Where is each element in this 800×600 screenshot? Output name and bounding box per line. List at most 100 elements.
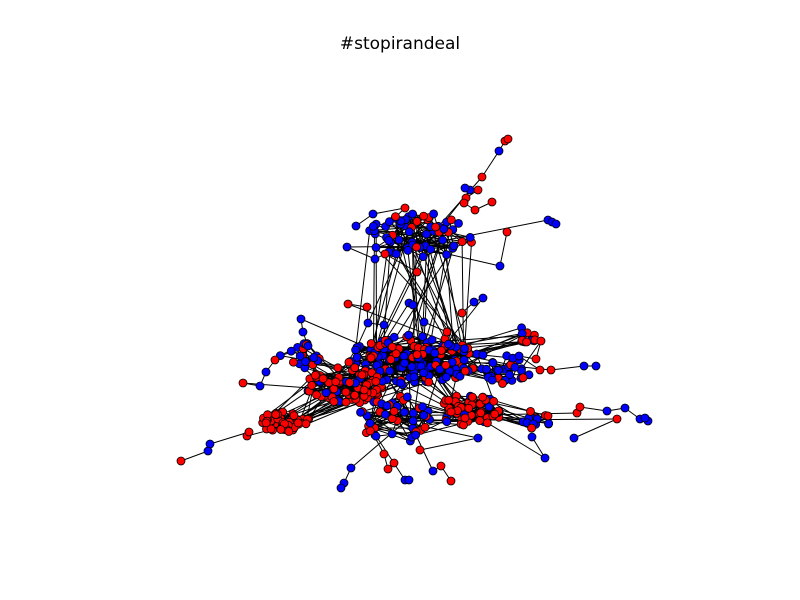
graph-edge	[379, 334, 535, 346]
graph-node-red	[387, 414, 397, 424]
graph-node-red	[270, 355, 280, 365]
graph-node-blue	[411, 430, 421, 440]
graph-node-blue	[484, 402, 494, 412]
graph-node-red	[522, 337, 531, 347]
graph-edge	[455, 332, 528, 370]
graph-node-red	[176, 456, 186, 466]
graph-node-blue	[309, 353, 319, 363]
graph-node-blue	[460, 344, 470, 354]
graph-edge	[579, 406, 608, 412]
graph-node-blue	[303, 341, 313, 351]
graph-node-blue	[527, 432, 537, 442]
graph-node-red	[371, 377, 381, 386]
graph-node-red	[459, 198, 469, 208]
graph-node-blue	[298, 327, 308, 337]
graph-edge	[550, 365, 585, 371]
graph-node-blue	[465, 232, 475, 242]
graph-node-blue	[602, 406, 612, 416]
graph-node-red	[489, 396, 499, 406]
graph-node-blue	[379, 320, 389, 330]
graph-node-blue	[295, 351, 305, 361]
graph-node-blue	[371, 243, 381, 252]
graph-node-blue	[402, 392, 412, 402]
graph-node-red	[536, 336, 546, 346]
graph-node-red	[531, 354, 541, 364]
graph-node-red	[412, 242, 421, 252]
graph-node-red	[412, 267, 422, 277]
graph-node-blue	[404, 330, 414, 340]
graph-node-red	[612, 414, 622, 424]
graph-node-red	[477, 172, 487, 182]
graph-node-blue	[455, 371, 465, 381]
graph-node-red	[400, 203, 410, 213]
graph-edge	[573, 418, 618, 439]
graph-node-blue	[385, 366, 395, 376]
graph-node-red	[467, 392, 477, 402]
graph-node-red	[312, 390, 321, 400]
graph-node-red	[478, 392, 488, 402]
graph-node-red	[341, 387, 351, 397]
graph-node-blue	[408, 416, 418, 426]
graph-node-blue	[365, 418, 375, 428]
graph-node-red	[442, 327, 452, 337]
graph-node-blue	[441, 372, 451, 382]
graph-node-blue	[488, 358, 498, 368]
graph-node-blue	[435, 364, 445, 374]
graph-node-blue	[569, 433, 579, 443]
graph-node-blue	[384, 217, 394, 227]
graph-node-blue	[442, 417, 452, 427]
graph-node-red	[359, 385, 369, 395]
graph-node-red	[446, 215, 456, 225]
graph-node-red	[436, 461, 446, 471]
graph-node-red	[419, 211, 429, 221]
graph-node-red	[482, 418, 492, 428]
graph-node-blue	[336, 483, 346, 493]
graph-edge	[350, 406, 423, 469]
graph-node-red	[288, 357, 298, 367]
graph-node-red	[457, 237, 467, 247]
graph-node-blue	[443, 339, 453, 349]
graph-node-red	[389, 458, 399, 468]
graph-node-red	[344, 357, 354, 367]
graph-node-blue	[427, 335, 437, 345]
graph-node-red	[366, 339, 376, 348]
graph-node-blue	[514, 351, 524, 361]
graph-node-blue	[382, 401, 392, 411]
graph-node-blue	[640, 413, 650, 423]
graph-node-blue	[408, 300, 418, 310]
graph-edge	[382, 241, 391, 349]
graph-edge	[209, 431, 250, 445]
graph-node-red	[464, 403, 474, 413]
graph-node-red	[518, 373, 528, 383]
graph-node-blue	[351, 345, 361, 355]
graph-node-red	[293, 418, 303, 428]
graph-node-red	[379, 449, 389, 459]
graph-node-red	[441, 360, 451, 370]
graph-node-blue	[429, 209, 439, 219]
graph-node-blue	[368, 221, 378, 231]
graph-node-red	[318, 374, 328, 384]
graph-node-blue	[342, 242, 352, 252]
graph-node-red	[412, 350, 422, 360]
graph-node-blue	[460, 183, 470, 193]
graph-node-red	[460, 413, 470, 423]
graph-node-red	[343, 299, 353, 309]
graph-node-red	[391, 349, 401, 359]
graph-edge	[394, 217, 465, 352]
graph-edge	[428, 217, 470, 354]
graph-edge	[419, 437, 479, 451]
graph-node-blue	[363, 318, 373, 328]
graph-node-blue	[286, 346, 296, 356]
graph-node-blue	[419, 317, 429, 327]
graph-node-red	[415, 445, 425, 455]
graph-node-red	[535, 365, 545, 375]
graph-node-blue	[403, 245, 413, 255]
graph-node-red	[526, 406, 535, 416]
graph-node-red	[490, 409, 500, 419]
graph-edge	[407, 219, 549, 249]
graph-node-red	[350, 363, 360, 373]
graph-node-blue	[255, 381, 265, 391]
graph-node-blue	[473, 433, 483, 443]
graph-node-blue	[380, 410, 390, 419]
graph-node-blue	[579, 361, 589, 371]
